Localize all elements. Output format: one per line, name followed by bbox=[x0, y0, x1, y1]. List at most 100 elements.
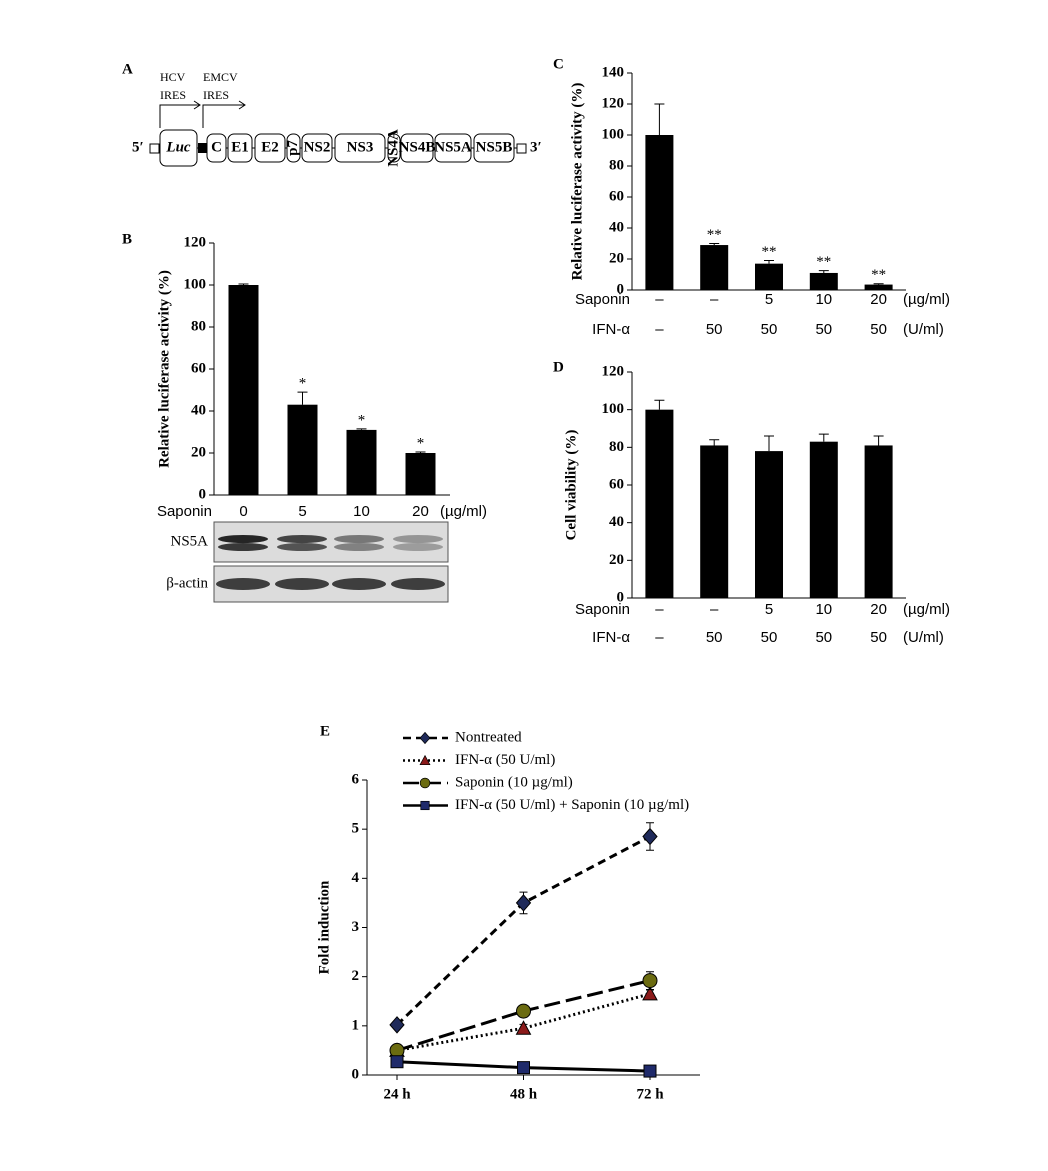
row-label: 50 bbox=[870, 629, 887, 646]
point bbox=[642, 985, 658, 1001]
bar bbox=[755, 451, 783, 598]
y-tick-label: 40 bbox=[609, 219, 624, 235]
y-tick-label: 120 bbox=[184, 234, 207, 250]
y-tick-label: 140 bbox=[602, 64, 625, 80]
y-tick-label: 100 bbox=[602, 401, 625, 417]
segment-label: NS5A bbox=[434, 139, 472, 155]
error-bar bbox=[873, 283, 884, 285]
point bbox=[642, 973, 658, 989]
band bbox=[275, 578, 329, 590]
segment-label: NS4B bbox=[399, 139, 436, 155]
panel-label: C bbox=[553, 56, 564, 72]
row-name: Saponin bbox=[575, 291, 630, 308]
y-tick-label: 60 bbox=[609, 476, 624, 492]
series-line bbox=[395, 835, 651, 1026]
row-label: – bbox=[655, 291, 664, 308]
y-tick-label: 60 bbox=[609, 188, 624, 204]
annotation: ** bbox=[707, 227, 722, 243]
x-tick-label: 72 h bbox=[636, 1086, 664, 1102]
bar bbox=[700, 445, 729, 598]
hcv-ires-label: HCV bbox=[160, 70, 186, 84]
spacer bbox=[198, 143, 207, 153]
y-tick-label: 4 bbox=[352, 870, 360, 886]
panel-label: A bbox=[122, 61, 133, 77]
row-name: Saponin bbox=[157, 503, 212, 520]
x-tick-label: 24 h bbox=[383, 1086, 411, 1102]
row-label: 0 bbox=[239, 503, 247, 520]
emcv-ires-label: IRES bbox=[203, 88, 229, 102]
row-label: – bbox=[710, 291, 719, 308]
y-axis-label: Fold induction bbox=[316, 880, 332, 974]
error-bar bbox=[873, 435, 884, 446]
bar bbox=[755, 263, 783, 290]
error-bar bbox=[415, 451, 426, 453]
row-unit: (µg/ml) bbox=[903, 601, 950, 618]
band bbox=[334, 535, 384, 543]
row-unit: (U/ml) bbox=[903, 629, 944, 646]
row-label: 10 bbox=[815, 291, 832, 308]
segment-box bbox=[334, 133, 386, 163]
segment-box bbox=[434, 133, 472, 163]
bar bbox=[864, 445, 893, 598]
band bbox=[391, 578, 445, 590]
row-label: 10 bbox=[353, 503, 370, 520]
legend-marker bbox=[419, 777, 431, 789]
three-prime: 3′ bbox=[530, 139, 542, 155]
error-bar bbox=[297, 391, 308, 405]
blot-label: NS5A bbox=[170, 533, 208, 549]
y-tick-label: 120 bbox=[602, 95, 625, 111]
y-tick-label: 100 bbox=[184, 276, 207, 292]
row-name: IFN-α bbox=[592, 321, 630, 338]
legend-label: IFN-α (50 U/ml) bbox=[455, 752, 555, 768]
legend-marker bbox=[419, 731, 431, 745]
row-label: 50 bbox=[815, 321, 832, 338]
y-tick-label: 40 bbox=[191, 402, 206, 418]
bar bbox=[700, 245, 729, 290]
row-label: 50 bbox=[706, 321, 723, 338]
point bbox=[390, 1055, 404, 1069]
y-tick-label: 100 bbox=[602, 126, 625, 142]
band bbox=[393, 535, 443, 543]
point bbox=[515, 894, 532, 912]
segment-label: E2 bbox=[261, 139, 279, 155]
row-label: 50 bbox=[870, 321, 887, 338]
y-tick-label: 0 bbox=[617, 281, 625, 297]
legend-label: Nontreated bbox=[455, 729, 522, 745]
row-label: – bbox=[710, 601, 719, 618]
panel-label: D bbox=[553, 359, 564, 375]
legend-label: IFN-α (50 U/ml) + Saponin (10 µg/ml) bbox=[455, 797, 689, 813]
row-label: 50 bbox=[706, 629, 723, 646]
row-unit: (µg/ml) bbox=[440, 503, 487, 520]
row-name: IFN-α bbox=[592, 629, 630, 646]
row-label: – bbox=[655, 601, 664, 618]
segment-box bbox=[159, 129, 198, 167]
x-tick-label: 48 h bbox=[510, 1086, 538, 1102]
bar bbox=[809, 441, 838, 598]
utr bbox=[516, 143, 527, 154]
y-tick-label: 80 bbox=[609, 157, 624, 173]
segment-label: C bbox=[211, 139, 222, 155]
row-label: – bbox=[655, 629, 664, 646]
panel-label: E bbox=[320, 723, 330, 739]
band bbox=[332, 578, 386, 590]
y-axis-label: Relative luciferase activity (%) bbox=[569, 83, 585, 281]
segment-label: NS5B bbox=[476, 139, 513, 155]
segment-label: NS3 bbox=[347, 139, 374, 155]
segment-box bbox=[206, 133, 227, 163]
row-label: 50 bbox=[815, 629, 832, 646]
bar bbox=[864, 284, 893, 290]
utr bbox=[149, 143, 160, 154]
y-tick-label: 0 bbox=[352, 1066, 360, 1082]
blot-label: β-actin bbox=[166, 575, 208, 591]
segment-label: NS2 bbox=[304, 139, 331, 155]
point bbox=[642, 827, 658, 846]
segment-box bbox=[227, 133, 253, 163]
segment-box bbox=[387, 133, 401, 163]
row-label: 20 bbox=[870, 291, 887, 308]
row-name: Saponin bbox=[575, 601, 630, 618]
band bbox=[218, 535, 268, 543]
bar bbox=[346, 429, 377, 495]
segment-box bbox=[473, 133, 515, 163]
row-unit: (µg/ml) bbox=[903, 291, 950, 308]
